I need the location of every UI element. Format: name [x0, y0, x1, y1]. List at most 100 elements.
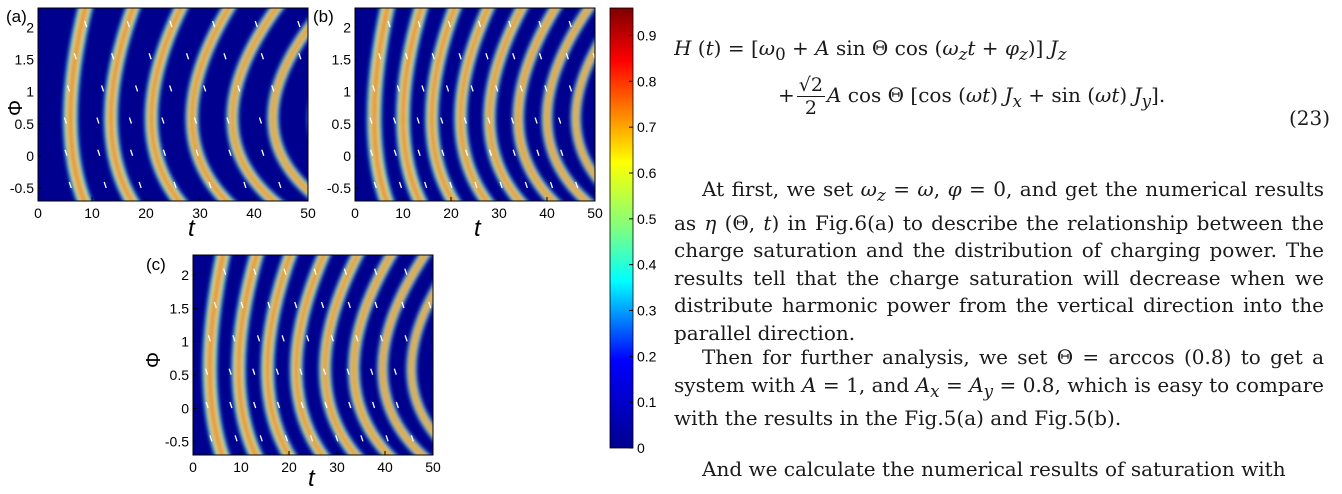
panel-c-streak	[435, 269, 437, 275]
paragraph-2: Then for further analysis, we set Θ = ar…	[674, 345, 1324, 430]
panel-b-heatmap	[367, 8, 595, 201]
panel-a-streak	[169, 20, 173, 28]
panel-c-x-ticks: 0 10 20 30 40 50	[189, 451, 441, 475]
colorbar-tick-label: 0.2	[637, 348, 657, 364]
panel-b-streak	[512, 53, 516, 60]
panel-b-streak	[565, 53, 569, 60]
panel-c-x-tick-label: 0	[189, 459, 197, 475]
panel-c-streak	[259, 435, 263, 442]
panel-a-streak	[173, 181, 177, 189]
panel-b-streak	[392, 117, 397, 124]
panel-b-streak	[512, 149, 516, 156]
panel-a-streak	[271, 85, 275, 92]
panel-c-streak	[276, 401, 281, 409]
panel-a-streak	[243, 181, 247, 189]
panel-a-fringe	[191, 8, 230, 201]
frac-numerator: √2	[796, 74, 825, 97]
panel-c-streak	[360, 435, 364, 442]
panel-b-y-tick-label: 0	[343, 148, 351, 164]
panel-c-streak	[284, 435, 289, 442]
panel-c-streak	[428, 301, 432, 309]
panel-c-streak	[401, 301, 405, 309]
panel-b-streak	[421, 85, 425, 92]
panel-c-fringe	[324, 255, 358, 455]
panel-b-streak	[417, 20, 421, 28]
panel-a-x-tick-label: 0	[34, 205, 42, 221]
panel-b-streak	[488, 149, 493, 156]
panel-c-fringe	[382, 255, 425, 455]
equation-line-1: H (t) = [ω0 + A sin Θ cos (ωzt + φz)] Jz	[674, 36, 1067, 64]
panel-b-x-tick-label: 10	[395, 205, 411, 221]
panel-b-fringe	[431, 8, 455, 201]
panel-c-streak	[209, 435, 213, 442]
panel-a-streak	[100, 85, 105, 92]
panel-c-streak	[374, 301, 378, 309]
panel-b-fringe	[402, 8, 422, 201]
panel-c-streak	[229, 401, 233, 409]
panel-c-y-tick-label: 0	[181, 400, 189, 416]
paragraph-3-partial: And we calculate the numerical results o…	[702, 457, 1286, 481]
panel-c-y-tick-label: 1.5	[170, 300, 190, 316]
panel-a-streak	[223, 53, 227, 60]
panel-b-streak	[369, 149, 374, 156]
panel-b-streak	[558, 117, 562, 124]
panel-b-fringe	[575, 49, 595, 177]
panel-c-streak	[253, 401, 257, 409]
panel-b-streak	[474, 181, 478, 189]
panel-a-y-tick-label: 2	[26, 19, 34, 35]
panel-c-heatmap	[202, 249, 497, 461]
panel-b-streak	[534, 117, 538, 124]
panel-a: (a) Φ 21.510.50-0.5 0 10 20 30 40 50 t	[5, 7, 316, 242]
colorbar-tick-label: 0.7	[637, 119, 657, 135]
panel-c-fringe	[440, 249, 497, 461]
panel-c-streak	[283, 268, 287, 275]
panel-a-streak	[185, 53, 190, 60]
panel-a-x-tick-label: 40	[246, 205, 262, 221]
panel-a-streak	[73, 53, 77, 60]
panel-a-streak	[63, 117, 68, 124]
panel-b-streak	[510, 117, 515, 124]
panel-a-y-tick-label: -0.5	[10, 180, 34, 196]
panel-a-y-ticks: 2 1.5 1 0.5 0 -0.5	[10, 19, 42, 196]
sqrt2-over-2: √2 2	[796, 74, 825, 119]
panel-b-streak	[568, 20, 572, 28]
panel-b-streak	[369, 117, 373, 124]
panel-c-x-label: t	[308, 465, 316, 490]
panel-c-streak	[256, 335, 261, 342]
panel-a-streak	[226, 117, 230, 124]
panel-c-streak	[465, 269, 467, 275]
colorbar: 0.9 0.8 0.7 0.6 0.5 0.4 0.3 0.2 0.1 0	[609, 7, 657, 456]
panel-c-streak	[300, 401, 304, 409]
panel-a-streak	[64, 149, 68, 156]
panel-c-y-tick-label: 1	[181, 334, 189, 350]
panel-a-streak	[161, 117, 165, 124]
panel-a-streak	[103, 181, 107, 189]
panel-c-streak	[252, 368, 256, 375]
panel-a-y-tick-label: 1.5	[15, 51, 35, 67]
panel-c-streak	[204, 368, 209, 375]
panel-c-streak	[347, 301, 351, 309]
panel-c-streak	[232, 335, 236, 342]
panel-c-fringe	[440, 249, 497, 461]
panel-b-y-tick-label: 0.5	[332, 116, 352, 132]
panel-a-streak	[96, 117, 100, 124]
panel-c-streak	[309, 435, 314, 442]
panel-c-streak	[370, 368, 374, 375]
panel-c-fringe	[353, 255, 392, 455]
panel-a-y-label: Φ	[5, 100, 27, 116]
panel-b-fringe	[546, 8, 590, 201]
panel-c-streak	[410, 435, 414, 442]
panel-a-x-tick-label: 10	[84, 205, 100, 221]
panel-b-streak	[536, 149, 540, 156]
panel-b-streak	[449, 181, 453, 189]
panel-c-streak	[306, 335, 310, 342]
panel-b-y-tick-label: 1.5	[332, 51, 352, 67]
panel-c-streak	[234, 435, 238, 442]
panel-b-streak	[373, 181, 377, 189]
panel-a-streak	[258, 117, 263, 124]
text-column: H (t) = [ω0 + A sin Θ cos (ωzt + φz)] Jz…	[674, 0, 1334, 490]
panel-a-streak	[128, 117, 133, 124]
panel-b-streak	[424, 181, 428, 189]
panel-b-streak	[440, 117, 444, 124]
panel-b-streak	[458, 53, 462, 60]
